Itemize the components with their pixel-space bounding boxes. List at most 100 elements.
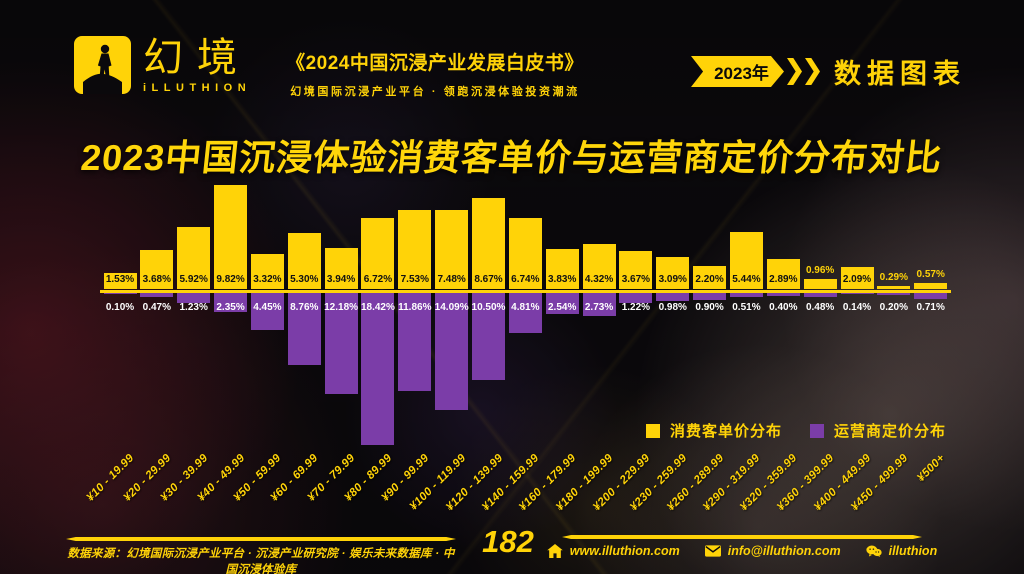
bar-operator (766, 293, 800, 297)
bar-label-operator: 0.48% (805, 302, 835, 313)
bar-consumer (398, 209, 432, 290)
legend-swatch-operator (810, 423, 825, 438)
bar-label-operator: 0.71% (916, 302, 945, 313)
axis-segment (99, 289, 141, 293)
footer-divider-right (562, 535, 922, 539)
bar-label-operator: 0.40% (769, 302, 798, 313)
footer-divider-left (66, 537, 456, 541)
bar-label-consumer: 9.82% (216, 273, 245, 285)
website-link[interactable]: www.illuthion.com (547, 544, 680, 558)
bar-consumer (619, 250, 653, 290)
illuthion-logo-icon (74, 36, 131, 94)
bar-label-consumer: 0.57% (916, 269, 945, 281)
bar-operator (693, 293, 727, 301)
bar-label-operator: 4.45% (253, 302, 282, 313)
bar-operator (914, 293, 948, 299)
bar-label-consumer: 8.67% (474, 273, 503, 285)
bar-operator (508, 293, 542, 333)
axis-segment (910, 289, 952, 293)
axis-segment (578, 289, 620, 293)
bar-operator (729, 293, 763, 298)
bar-label-operator: 12.18% (324, 302, 359, 313)
bar-label-consumer: 7.48% (437, 273, 466, 285)
bar-label-operator: 0.20% (879, 302, 909, 313)
email-link[interactable]: info@illuthion.com (704, 544, 841, 558)
bar-operator (214, 293, 248, 313)
axis-segment (541, 289, 583, 293)
bar-label-consumer: 6.74% (511, 273, 540, 285)
bar-consumer (140, 250, 174, 290)
bar-label-consumer: 1.53% (105, 273, 135, 285)
bar-consumer (877, 286, 911, 290)
bar-label-consumer: 3.09% (658, 273, 687, 285)
website-text: www.illuthion.com (569, 544, 680, 558)
axis-segment (357, 289, 399, 293)
bar-consumer (214, 185, 248, 290)
bar-label-operator: 14.09% (434, 302, 469, 313)
legend-label-operator: 运营商定价分布 (834, 423, 947, 440)
wechat-icon (865, 545, 882, 557)
year-badge: 2023年 (691, 56, 784, 87)
wechat-text: illuthion (888, 544, 938, 558)
axis-segment (173, 289, 215, 293)
axis-segment (210, 289, 252, 293)
axis-segment (836, 289, 878, 293)
bar-operator (619, 293, 653, 304)
bar-label-operator: 2.54% (548, 302, 577, 313)
bar-consumer (656, 256, 690, 290)
wechat-contact[interactable]: illuthion (865, 544, 938, 558)
bar-label-operator: 11.86% (398, 302, 432, 313)
bar-consumer (287, 233, 321, 290)
bar-label-operator: 1.22% (621, 302, 651, 313)
bar-consumer (545, 248, 579, 290)
bar-label-consumer: 3.94% (326, 273, 356, 285)
year-section-group: 2023年 数据图表 (691, 52, 966, 91)
chart-legend: 消费客单价分布 运营商定价分布 (646, 420, 964, 441)
bar-operator (582, 293, 616, 316)
bar-consumer (729, 231, 763, 290)
contact-row: www.illuthion.com info@illuthion.com ill… (547, 544, 937, 558)
bar-consumer (324, 247, 358, 290)
axis-segment (762, 289, 804, 293)
bar-label-consumer: 5.92% (179, 273, 208, 285)
bar-operator (250, 293, 284, 330)
bar-label-operator: 8.76% (290, 302, 319, 313)
whitepaper-subtitle: 幻境国际沉浸产业平台 · 领跑沉浸体验投资潮流 (290, 86, 580, 98)
axis-segment (320, 289, 362, 293)
axis-segment (799, 289, 841, 293)
axis-segment (283, 289, 325, 293)
bar-label-operator: 0.51% (732, 302, 761, 313)
axis-segment (615, 289, 657, 293)
axis-segment (504, 289, 546, 293)
axis-segment (246, 289, 288, 293)
bar-consumer (582, 243, 616, 290)
bar-label-operator: 4.81% (511, 302, 540, 313)
bar-label-consumer: 7.53% (400, 273, 429, 285)
bar-operator (324, 293, 358, 394)
bar-label-consumer: 0.29% (879, 272, 909, 284)
bar-consumer (840, 267, 874, 290)
whitepaper-header: 《2024中国沉浸产业发展白皮书》 幻境国际沉浸产业平台 · 领跑沉浸体验投资潮… (250, 48, 620, 99)
brand-name-en: iLLUTHION (143, 82, 252, 94)
bar-operator (177, 293, 211, 304)
bar-label-consumer: 2.20% (695, 273, 724, 285)
bar-label-operator: 0.14% (842, 302, 872, 313)
axis-segment (136, 289, 178, 293)
section-label: 数据图表 (834, 59, 966, 89)
bar-label-consumer: 3.68% (142, 273, 172, 285)
bar-consumer (250, 254, 284, 290)
bar-consumer (803, 279, 837, 290)
bar-label-consumer: 2.89% (769, 273, 798, 285)
envelope-icon (704, 545, 721, 557)
bar-label-operator: 18.42% (360, 302, 395, 313)
bar-label-consumer: 3.67% (621, 273, 651, 285)
axis-segment (394, 289, 436, 293)
bar-label-operator: 2.73% (584, 302, 614, 313)
bar-operator (398, 293, 432, 392)
home-icon (547, 544, 563, 558)
axis-segment (652, 289, 694, 293)
bar-label-consumer: 2.09% (842, 273, 872, 285)
bar-consumer (693, 266, 727, 290)
bar-label-operator: 0.47% (142, 302, 172, 313)
